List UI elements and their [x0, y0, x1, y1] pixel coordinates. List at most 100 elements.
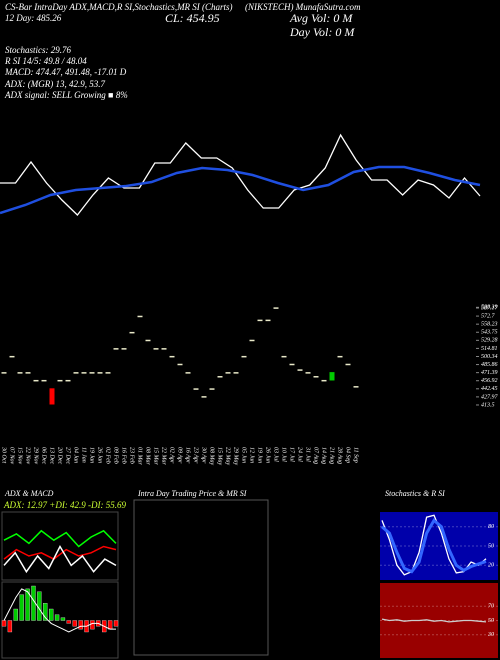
candle [161, 348, 167, 350]
x-tick-label: 11 Sep [353, 447, 359, 463]
candle [121, 348, 127, 350]
intraday-box [133, 499, 269, 656]
day12: 12 Day: 485.26 [5, 13, 62, 23]
candle [289, 363, 295, 366]
line [0, 133, 481, 216]
histogram-bar [1, 620, 7, 627]
candle [281, 355, 287, 358]
candle [297, 369, 303, 371]
x-tick-label: 10 Jul [281, 447, 287, 462]
y-tick-label: 442.45 [481, 385, 498, 392]
x-tick-label: 26 Jun [265, 447, 271, 463]
y-tick-label: 572.7 [481, 313, 496, 319]
histogram-bar [78, 620, 83, 630]
y-tick-label: 456.92 [481, 377, 498, 384]
candle [9, 355, 15, 358]
candle [57, 379, 63, 382]
y-tick-label: 558.23 [481, 322, 498, 328]
x-tick-label: 14 Aug [321, 447, 328, 464]
x-tick-label: 30 Oct [1, 446, 7, 463]
candle [81, 372, 87, 374]
panel-title: Intra Day Trading Price & MR SI [137, 489, 247, 498]
candle [1, 372, 7, 374]
candle [217, 376, 223, 378]
x-tick-label: 19 Jan [89, 447, 95, 463]
candle [249, 339, 255, 342]
line [3, 529, 117, 548]
candle [353, 386, 359, 388]
y-tick-label: 427.97 [481, 393, 499, 400]
x-tick-label: 09 Feb [113, 447, 119, 464]
stochastics: Stochastics: 29.76 [5, 45, 71, 55]
y-tick-label: 485.86 [481, 361, 498, 368]
line [3, 544, 117, 574]
candle [225, 372, 231, 374]
x-tick-label: 21 Aug [329, 447, 335, 464]
histogram-bar [13, 608, 18, 621]
macd-box [1, 581, 119, 659]
candle [25, 372, 31, 374]
candle [105, 372, 111, 374]
candle [185, 372, 191, 374]
y-tick-label: 50 [488, 543, 494, 549]
x-tick-label: 15 May [217, 447, 223, 465]
line [381, 514, 487, 576]
candle [337, 355, 343, 358]
x-tick-label: 06 Dec [41, 447, 47, 464]
x-tick-label: 23 Apr [193, 447, 199, 464]
x-tick-label: 31 Jul [305, 446, 311, 462]
y-tick-label: 587.17 [481, 305, 499, 311]
x-tick-label: 04 Sep [345, 447, 352, 463]
x-tick-label: 20 Dec [57, 447, 63, 464]
x-tick-label: 15 Mar [153, 447, 159, 465]
histogram-bar [90, 620, 95, 630]
line [381, 518, 487, 574]
candle [33, 379, 39, 382]
candle [193, 388, 199, 390]
x-tick-label: 17 Jul [289, 447, 295, 462]
x-tick-label: 08 May [209, 447, 215, 465]
x-tick-label: 30 Apr [201, 446, 207, 464]
candle [73, 372, 79, 374]
x-tick-label: 02 Apr [169, 447, 175, 464]
y-tick-label: 70 [488, 604, 494, 610]
histogram-bar [7, 620, 13, 633]
candle [169, 355, 175, 358]
x-tick-label: 08 Mar [145, 447, 151, 465]
x-tick-label: 04 Jan [73, 447, 80, 463]
x-tick-label: 09 Apr [177, 447, 183, 464]
x-tick-label: 29 Nov [33, 447, 39, 465]
candle [257, 319, 263, 322]
x-tick-label: 27 Dec [65, 447, 71, 464]
x-tick-label: 02 Feb [105, 447, 111, 464]
x-tick-label: 26 Jan [97, 447, 103, 463]
panel-title: Stochastics & R SI [385, 489, 445, 498]
candle [17, 372, 23, 374]
histogram-bar [60, 617, 66, 621]
histogram-bar [66, 620, 71, 624]
candle [89, 372, 95, 374]
x-tick-label: 29 May [233, 447, 239, 465]
candle [241, 355, 247, 358]
adx: ADX: (MGR) 13, 42.9, 53.7 [4, 79, 105, 89]
rsi: R SI 14/5: 49.8 / 48.04 [4, 56, 87, 66]
line [3, 588, 116, 633]
x-tick-label: 11 Jan [81, 447, 87, 463]
day-vol: Day Vol: 0 M [289, 25, 355, 39]
candle [97, 372, 103, 374]
y-tick-label: 30 [487, 632, 494, 638]
histogram-bar [19, 594, 24, 621]
histogram-bar [54, 614, 60, 621]
candle [273, 307, 279, 309]
histogram-bar [107, 620, 113, 630]
histogram-bar [72, 620, 77, 627]
y-tick-label: 588.39 [481, 305, 498, 311]
candle [201, 396, 207, 398]
line [0, 165, 481, 215]
x-tick-label: 24 Jul [297, 447, 304, 462]
candle [265, 319, 271, 322]
y-tick-label: 20 [488, 563, 494, 569]
candle [137, 315, 143, 318]
line [381, 618, 487, 623]
